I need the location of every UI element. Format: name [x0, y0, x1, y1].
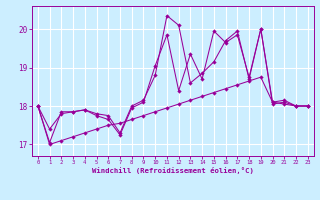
- X-axis label: Windchill (Refroidissement éolien,°C): Windchill (Refroidissement éolien,°C): [92, 167, 254, 174]
